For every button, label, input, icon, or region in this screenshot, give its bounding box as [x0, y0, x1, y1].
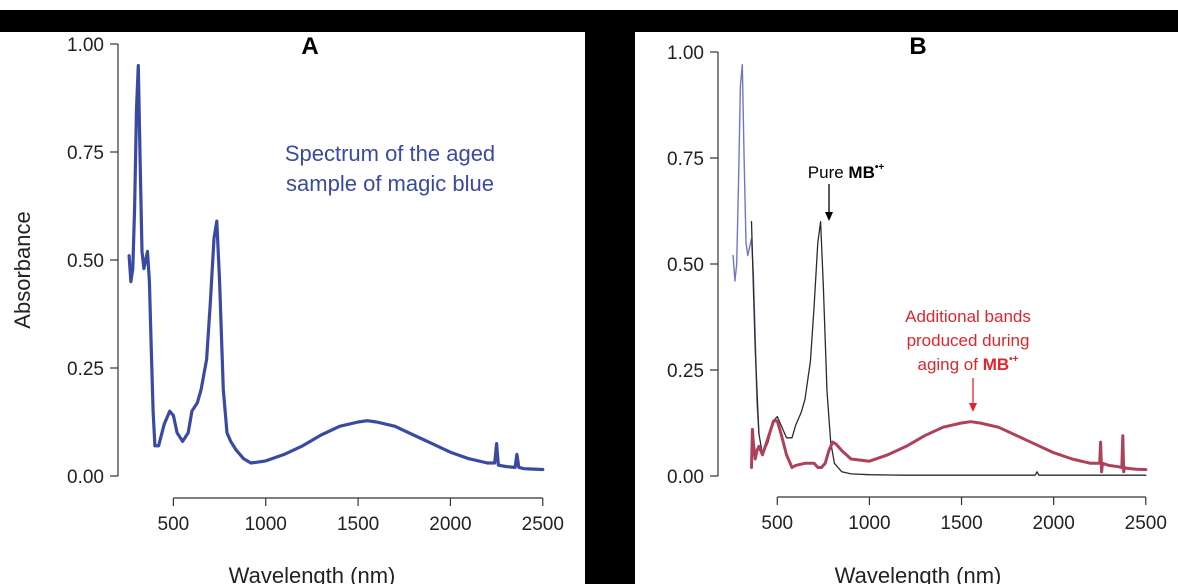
- panel-a-label: A: [301, 33, 318, 60]
- pure-mb-arrow-head: [825, 212, 833, 221]
- panel-a-annotation-line2: sample of magic blue: [286, 171, 494, 196]
- y-tick-label: 0.50: [667, 255, 704, 276]
- red-annotation-prefix: aging of: [917, 355, 982, 374]
- panel-b: B Wavelength (nm) Pure MB•+ Additional b…: [667, 33, 1167, 584]
- series-line-b-3: [750, 419, 1148, 474]
- series-line-a-1: [127, 63, 545, 472]
- red-arrow-head: [969, 403, 977, 412]
- x-tick-label: 2500: [1125, 513, 1167, 534]
- series-line-b-1: [732, 64, 760, 435]
- x-tick-label: 2500: [522, 514, 564, 535]
- red-annotation-line2: produced during: [907, 331, 1030, 350]
- y-tick-label: 1.00: [667, 43, 704, 64]
- x-tick-label: 1500: [337, 514, 379, 535]
- x-tick-label: 2000: [429, 514, 471, 535]
- y-tick-label: 1.00: [67, 35, 104, 56]
- panel-a-xlabel: Wavelength (nm): [229, 563, 396, 584]
- x-tick-label: 1500: [940, 513, 982, 534]
- pure-mb-sup: •+: [875, 162, 885, 173]
- panel-divider: [585, 10, 635, 584]
- panel-b-xlabel: Wavelength (nm): [835, 563, 1002, 584]
- panel-a-annotation-line1: Spectrum of the aged: [285, 141, 495, 166]
- red-annotation-sup: •+: [1009, 354, 1019, 365]
- red-annotation-line1: Additional bands: [905, 307, 1031, 326]
- x-tick-label: 2000: [1033, 513, 1075, 534]
- y-tick-label: 0.50: [67, 251, 104, 272]
- panel-a: A Absorbance Wavelength (nm) Spectrum of…: [10, 33, 564, 584]
- x-tick-label: 1000: [245, 514, 287, 535]
- x-tick-label: 500: [158, 514, 190, 535]
- y-tick-label: 0.00: [67, 467, 104, 488]
- y-tick-label: 0.00: [667, 467, 704, 488]
- red-annotation-line3: aging of MB•+: [917, 354, 1018, 374]
- y-tick-label: 0.25: [667, 361, 704, 382]
- x-tick-label: 1000: [848, 513, 890, 534]
- red-annotation-bold: MB: [983, 355, 1009, 374]
- y-tick-label: 0.25: [67, 359, 104, 380]
- pure-mb-prefix: Pure: [808, 163, 849, 182]
- y-tick-label: 0.75: [667, 149, 704, 170]
- pure-mb-annotation: Pure MB•+: [808, 162, 885, 182]
- y-tick-label: 0.75: [67, 143, 104, 164]
- panel-b-label: B: [909, 33, 926, 60]
- x-tick-label: 500: [761, 513, 793, 534]
- panel-a-ylabel: Absorbance: [10, 211, 35, 328]
- pure-mb-bold: MB: [848, 163, 874, 182]
